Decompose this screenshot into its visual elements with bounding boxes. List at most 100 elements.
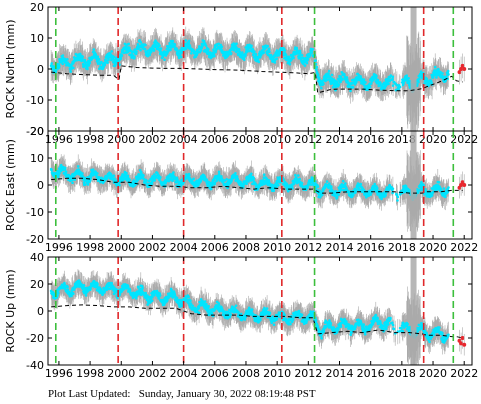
observation-point xyxy=(396,199,399,202)
observation-point xyxy=(398,85,402,89)
x-tick-label: 2000 xyxy=(107,367,135,380)
observation-point xyxy=(234,172,237,175)
observation-point xyxy=(362,78,366,81)
observation-point xyxy=(275,317,279,321)
observation-point xyxy=(152,48,156,52)
observation-point xyxy=(96,282,99,286)
observation-point xyxy=(275,57,278,60)
observation-point xyxy=(50,62,53,65)
observation-point xyxy=(265,177,269,181)
observation-point xyxy=(76,165,80,168)
observation-point xyxy=(418,77,421,81)
observation-point xyxy=(89,175,93,179)
x-tick-label: 2020 xyxy=(419,241,447,254)
observation-point xyxy=(400,326,403,330)
observation-point xyxy=(273,61,277,64)
plot-area-3 xyxy=(49,257,467,365)
observation-point xyxy=(438,185,441,188)
observation-point xyxy=(187,295,190,299)
observation-point xyxy=(226,317,229,320)
model-line xyxy=(51,65,463,94)
observation-point xyxy=(291,318,295,322)
recent-point xyxy=(457,70,462,75)
observation-point xyxy=(329,322,333,326)
observation-point xyxy=(404,184,408,188)
observation-point xyxy=(350,331,353,334)
observation-points xyxy=(49,163,450,202)
observation-point xyxy=(66,285,69,289)
observation-point xyxy=(438,326,441,329)
observation-point xyxy=(391,321,394,325)
y-tick-label: -20 xyxy=(26,233,44,246)
observation-point xyxy=(209,187,213,190)
x-tick-label: 2014 xyxy=(326,241,354,254)
observation-point xyxy=(179,298,183,302)
x-tick-label: 2016 xyxy=(357,241,385,254)
observation-point xyxy=(314,59,317,62)
observation-point xyxy=(83,58,87,62)
x-tick-label: 2002 xyxy=(138,241,166,254)
observation-point xyxy=(125,171,128,175)
observation-point xyxy=(97,57,101,61)
observation-point xyxy=(430,194,434,197)
x-tick-label: 2008 xyxy=(232,367,260,380)
y-axis-label: ROCK East (mm) xyxy=(4,139,17,231)
observation-point xyxy=(270,184,274,187)
observation-point xyxy=(244,53,247,57)
observation-point xyxy=(265,307,269,310)
observation-point xyxy=(192,177,195,181)
observation-point xyxy=(287,55,291,59)
observation-point xyxy=(81,55,84,58)
observation-point xyxy=(133,55,136,59)
observation-point xyxy=(444,195,447,199)
x-tick-label: 2020 xyxy=(419,133,447,146)
observation-point xyxy=(50,168,53,172)
observation-point xyxy=(155,289,159,293)
observation-point xyxy=(391,77,394,81)
observation-point xyxy=(86,183,90,186)
observation-point xyxy=(98,67,101,71)
x-tick-label: 2010 xyxy=(263,367,291,380)
observation-point xyxy=(320,336,323,340)
y-tick-label: 10 xyxy=(30,152,44,165)
observation-point xyxy=(57,291,60,295)
observation-point xyxy=(128,289,132,292)
observation-point xyxy=(73,178,77,181)
observation-point xyxy=(260,183,264,187)
observation-point xyxy=(396,195,400,199)
observation-point xyxy=(365,325,368,329)
observation-point xyxy=(344,182,347,185)
y-tick-label: 10 xyxy=(30,32,44,45)
observation-point xyxy=(282,178,286,182)
observation-point xyxy=(391,84,395,87)
observation-point xyxy=(368,85,372,88)
x-tick-label: 2002 xyxy=(138,133,166,146)
observation-point xyxy=(305,61,309,65)
observation-point xyxy=(217,303,221,307)
observation-point xyxy=(310,51,314,54)
observation-point xyxy=(203,300,207,303)
observation-point xyxy=(262,173,266,176)
observation-point xyxy=(112,174,115,177)
observation-point xyxy=(362,323,366,326)
observation-point xyxy=(217,172,221,176)
observation-point xyxy=(57,175,60,179)
recent-point xyxy=(462,67,467,71)
observation-point xyxy=(64,170,68,173)
observation-point xyxy=(446,69,450,73)
observation-point xyxy=(262,51,266,54)
observation-point xyxy=(247,306,251,310)
observation-point xyxy=(163,58,166,61)
observation-point xyxy=(83,183,87,186)
observation-point xyxy=(59,169,63,173)
observation-point xyxy=(336,80,339,83)
observation-point xyxy=(316,73,320,77)
observation-point xyxy=(407,77,411,80)
observation-point xyxy=(128,46,131,49)
observation-point xyxy=(96,172,99,175)
data-gap-band xyxy=(410,257,417,365)
observation-point xyxy=(94,53,98,56)
observation-point xyxy=(345,320,348,324)
observation-point xyxy=(300,181,304,185)
observation-point xyxy=(307,317,311,321)
